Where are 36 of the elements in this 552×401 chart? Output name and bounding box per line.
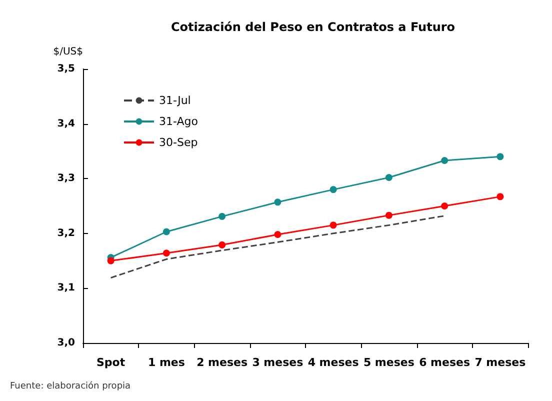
y-tick-label: 3,1	[57, 282, 76, 294]
x-tick-label: 6 meses	[419, 356, 470, 369]
point	[274, 231, 282, 238]
y-tick-label: 3,5	[57, 64, 76, 74]
point	[496, 153, 504, 160]
point	[330, 222, 337, 229]
legend-label: 30-Sep	[159, 136, 198, 149]
x-tick-label: 5 meses	[363, 356, 415, 369]
legend-label: 31-Jul	[159, 94, 191, 107]
point	[162, 228, 170, 236]
y-tick-label: 3,2	[57, 228, 76, 239]
x-tick-label: 3 meses	[252, 356, 304, 369]
point	[107, 257, 114, 264]
x-tick-label: 7 meses	[474, 356, 526, 369]
point	[274, 198, 282, 206]
x-tick-label: 2 meses	[196, 356, 248, 369]
source-note: Fuente: elaboración propia	[10, 380, 131, 392]
point	[441, 202, 448, 210]
point	[496, 193, 504, 200]
y-axis-title: $/US$	[53, 46, 83, 58]
chart-title: Cotización del Peso en Contratos a Futuro	[170, 20, 456, 34]
point	[218, 212, 226, 220]
x-tick-label: 1 mes	[148, 356, 186, 369]
point	[385, 174, 392, 181]
point	[218, 241, 226, 248]
y-tick-label: 3,0	[57, 338, 76, 348]
point	[441, 157, 448, 164]
y-tick-label: 3,4	[57, 118, 76, 130]
y-tick-label: 3,3	[57, 173, 76, 184]
point	[330, 186, 337, 194]
x-tick-label: 4 meses	[308, 356, 360, 369]
point	[162, 250, 170, 257]
x-tick-label: Spot	[96, 356, 126, 369]
point	[385, 212, 392, 219]
line-series	[110, 215, 446, 279]
legend-label: 31-Ago	[159, 115, 198, 128]
